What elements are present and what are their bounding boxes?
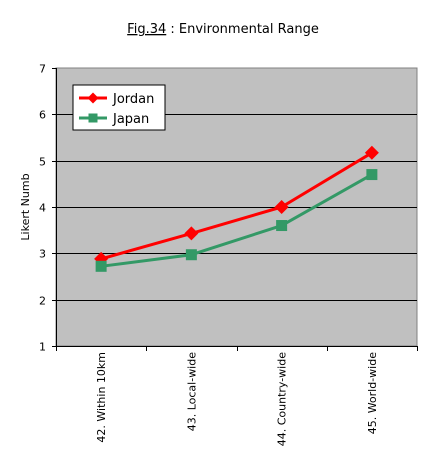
x-tick-label: 43. Local-wide — [185, 352, 198, 432]
legend-label: Japan — [112, 112, 149, 127]
x-tick-label: 44. Country-wide — [276, 352, 289, 447]
y-tick-label: 5 — [39, 156, 46, 169]
legend-marker — [87, 92, 99, 104]
data-point-jordan — [274, 200, 289, 214]
series-line-jordan — [100, 151, 373, 261]
legend-marker — [88, 113, 98, 123]
legend: Jordan Japan — [72, 84, 166, 131]
figure-separator: : — [166, 22, 179, 37]
data-point-japan — [95, 260, 107, 272]
legend-label: Jordan — [112, 92, 154, 107]
y-tick-label: 1 — [39, 341, 46, 354]
y-tick-label: 7 — [39, 63, 46, 76]
x-tick-label: 45. World-wide — [366, 352, 379, 435]
data-point-japan — [366, 169, 378, 181]
data-point-japan — [185, 249, 197, 261]
data-point-japan — [276, 220, 288, 232]
figure-label: Fig.34 — [127, 22, 166, 37]
y-tick-label: 2 — [39, 295, 46, 308]
y-tick-label: 6 — [39, 109, 46, 122]
y-tick-label: 4 — [39, 202, 46, 215]
series-line-japan — [100, 173, 373, 268]
figure-title-text: Environmental Range — [179, 22, 319, 37]
legend-box — [72, 84, 166, 131]
y-tick-label: 3 — [39, 248, 46, 261]
data-point-jordan — [364, 145, 379, 160]
x-tick-label: 42. Within 10km — [95, 352, 108, 443]
data-point-jordan — [184, 226, 199, 241]
figure-title: Fig.34 : Environmental Range — [127, 22, 319, 37]
y-axis-label: Likert Numb — [19, 173, 32, 240]
